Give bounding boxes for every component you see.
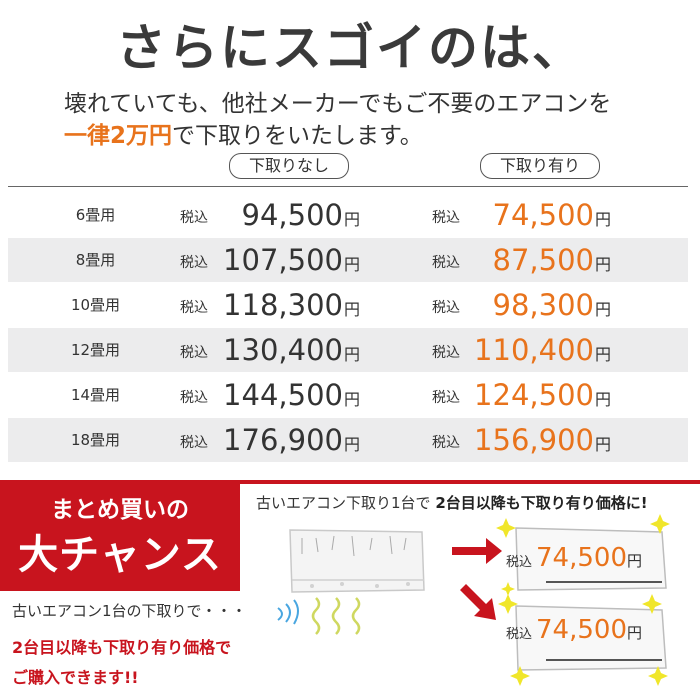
table-row: 14畳用 税込 144,500円 税込 124,500円 xyxy=(8,373,688,417)
yen-label: 円 xyxy=(594,390,611,409)
row-size: 14畳用 xyxy=(70,386,121,404)
price-with-tradein-value: 74,500 xyxy=(492,198,594,232)
price-with-tradein-value: 124,500 xyxy=(474,378,594,412)
row-tax-label-right: 税込 xyxy=(432,390,460,406)
table-row: 18畳用 税込 176,900円 税込 156,900円 xyxy=(8,418,688,462)
promo-badge-line2: 大チャンス xyxy=(18,532,222,578)
price-no-tradein: 130,400円 xyxy=(8,328,360,377)
yen-label: 円 xyxy=(343,255,360,274)
subtitle-line2: 一律2万円で下取りをいたします。 xyxy=(64,116,423,150)
promo-divider xyxy=(0,480,700,484)
price-no-tradein: 94,500円 xyxy=(8,193,361,242)
row-tax-label-left: 税込 xyxy=(180,300,208,316)
price-with-tradein-value: 87,500 xyxy=(492,243,594,277)
unit2-price-value: 74,500 xyxy=(536,615,627,645)
column-header-no-tradein: 下取りなし xyxy=(229,153,349,179)
page-title: さらにスゴイのは、 xyxy=(116,19,584,77)
column-header-with-tradein: 下取り有り xyxy=(480,153,600,179)
price-with-tradein: 87,500円 xyxy=(8,238,612,287)
price-no-tradein-value: 94,500 xyxy=(241,198,343,232)
promo-ribbon xyxy=(240,484,700,518)
row-size: 18畳用 xyxy=(70,431,121,449)
price-no-tradein: 118,300円 xyxy=(8,283,360,332)
wind-lines-icon xyxy=(277,597,361,635)
promo-ribbon-prefix: 古いエアコン下取り1台で xyxy=(256,494,431,512)
unit1-tax-label: 税込 xyxy=(506,555,533,570)
new-aircon-unit-2 xyxy=(498,594,668,686)
subtitle-line1: 壊れていても、他社メーカーでもご不要のエアコンを xyxy=(64,91,612,117)
row-tax-label-left: 税込 xyxy=(180,435,208,451)
yen-label: 円 xyxy=(594,345,611,364)
table-row: 10畳用 税込 118,300円 税込 98,300円 xyxy=(8,283,688,327)
table-top-divider xyxy=(8,186,688,187)
price-with-tradein: 124,500円 xyxy=(8,373,611,422)
arrow-down-right-icon xyxy=(460,584,496,620)
price-no-tradein-value: 130,400 xyxy=(223,333,343,367)
price-no-tradein-value: 118,300 xyxy=(223,288,343,322)
price-with-tradein-value: 156,900 xyxy=(474,423,594,457)
row-size: 8畳用 xyxy=(75,251,116,269)
subtitle-line2-rest: で下取りをいたします。 xyxy=(172,123,423,149)
price-no-tradein-value: 144,500 xyxy=(223,378,343,412)
table-row: 8畳用 税込 107,500円 税込 87,500円 xyxy=(8,238,688,282)
yen-label: 円 xyxy=(343,435,360,454)
row-tax-label-right: 税込 xyxy=(432,345,460,361)
row-size: 12畳用 xyxy=(70,341,121,359)
row-size: 10畳用 xyxy=(70,296,121,314)
unit2-price: 税込 74,500円 xyxy=(506,615,642,645)
promo-caption-2: 2台目以降も下取り有り価格で xyxy=(12,638,232,657)
row-size: 6畳用 xyxy=(75,206,116,224)
row-tax-label-right: 税込 xyxy=(432,255,460,271)
price-no-tradein: 176,900円 xyxy=(8,418,360,467)
price-no-tradein: 144,500円 xyxy=(8,373,360,422)
price-no-tradein-value: 176,900 xyxy=(223,423,343,457)
yen-label: 円 xyxy=(594,435,611,454)
price-with-tradein: 98,300円 xyxy=(8,283,612,332)
price-no-tradein-value: 107,500 xyxy=(223,243,343,277)
promo-ribbon-text: 古いエアコン下取り1台で 2台目以降も下取り有り価格に! xyxy=(256,492,648,513)
unit2-tax-label: 税込 xyxy=(506,627,533,642)
promo-caption-1: 古いエアコン1台の下取りで・・・ xyxy=(12,602,247,620)
row-tax-label-right: 税込 xyxy=(432,435,460,451)
unit1-price-value: 74,500 xyxy=(536,543,627,573)
table-row: 12畳用 税込 130,400円 税込 110,400円 xyxy=(8,328,688,372)
unit2-yen: 円 xyxy=(627,624,643,642)
yen-label: 円 xyxy=(343,210,360,229)
table-row: 6畳用 税込 94,500円 税込 74,500円 xyxy=(8,193,688,237)
unit1-price: 税込 74,500円 xyxy=(506,543,642,573)
price-with-tradein-value: 110,400 xyxy=(474,333,594,367)
yen-label: 円 xyxy=(343,390,360,409)
promo-caption-3: ご購入できます!! xyxy=(12,668,139,687)
row-tax-label-right: 税込 xyxy=(432,210,460,226)
row-tax-label-left: 税込 xyxy=(180,210,208,226)
subtitle-highlight: 一律2万円 xyxy=(64,123,173,149)
promo-badge-line1: まとめ買いの xyxy=(51,497,189,523)
yen-label: 円 xyxy=(594,255,611,274)
promo-badge xyxy=(0,480,240,591)
arrow-right-icon xyxy=(452,538,502,564)
row-tax-label-left: 税込 xyxy=(180,390,208,406)
unit1-yen: 円 xyxy=(627,552,643,570)
price-with-tradein: 156,900円 xyxy=(8,418,611,467)
price-with-tradein: 74,500円 xyxy=(8,193,612,242)
yen-label: 円 xyxy=(343,345,360,364)
row-tax-label-left: 税込 xyxy=(180,345,208,361)
price-with-tradein-value: 98,300 xyxy=(492,288,594,322)
promo-ribbon-bold: 2台目以降も下取り有り価格に! xyxy=(435,494,648,512)
price-no-tradein: 107,500円 xyxy=(8,238,360,287)
yen-label: 円 xyxy=(594,210,611,229)
row-tax-label-left: 税込 xyxy=(180,255,208,271)
row-tax-label-right: 税込 xyxy=(432,300,460,316)
yen-label: 円 xyxy=(343,300,360,319)
price-with-tradein: 110,400円 xyxy=(8,328,611,377)
yen-label: 円 xyxy=(594,300,611,319)
new-aircon-unit-1 xyxy=(496,514,670,596)
old-aircon-illustration xyxy=(289,529,425,593)
